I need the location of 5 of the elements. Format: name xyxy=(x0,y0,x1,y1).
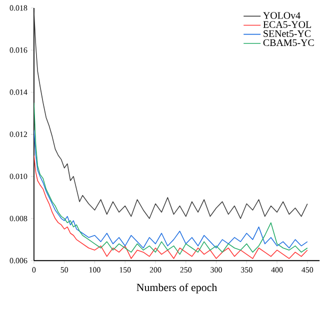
legend-label: SENet5-YC xyxy=(264,30,310,38)
legend-label: YOLOv4 xyxy=(263,12,300,20)
legend-label: ECA5-YOL xyxy=(263,21,311,28)
x-axis-title: Numbers of epoch xyxy=(136,284,218,294)
legend-label: CBAM5-YC xyxy=(263,40,314,46)
